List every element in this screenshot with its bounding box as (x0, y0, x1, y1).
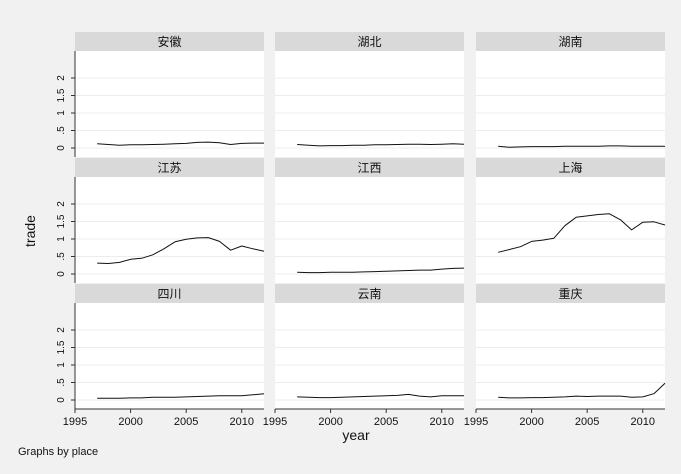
series-line (297, 393, 464, 399)
panel-strip (275, 32, 464, 51)
plot-area (75, 177, 264, 283)
y-tick-label: 1.5 (56, 340, 67, 354)
panel-title: 湖北 (357, 34, 381, 49)
x-tick-label: 2010 (631, 416, 655, 428)
x-tick-label: 1995 (464, 416, 488, 428)
plot-area (476, 303, 665, 409)
panel-strip (476, 284, 665, 303)
panel: 湖南 (476, 32, 665, 157)
x-tick-label: 2000 (519, 416, 543, 428)
panel-title: 云南 (357, 286, 381, 301)
y-tick-label: .5 (56, 378, 67, 387)
panel: 江苏 0 .5 1 1.5 2 (56, 158, 265, 283)
panel: 江西 (275, 158, 465, 283)
panel-title: 湖南 (558, 34, 582, 49)
panel-title: 安徽 (157, 34, 181, 49)
panel-strip (476, 32, 665, 51)
graphs-by-note: Graphs by place (18, 446, 99, 458)
plot-area (476, 51, 665, 157)
panel-title: 江苏 (157, 161, 181, 175)
y-axis-title: trade (22, 215, 38, 247)
series-line (97, 141, 264, 146)
x-tick-label: 2005 (174, 416, 198, 428)
panel-title: 江西 (357, 161, 381, 175)
panel-title: 重庆 (558, 287, 582, 301)
x-tick-label: 1995 (263, 416, 287, 428)
x-tick-label: 2010 (230, 416, 254, 428)
y-tick-label: .5 (56, 252, 67, 261)
series-line (498, 382, 666, 399)
y-tick-label: 1.5 (56, 88, 67, 102)
y-tick-label: 2 (56, 327, 67, 333)
y-tick-label: .5 (56, 126, 67, 135)
x-axis-title: year (342, 427, 370, 443)
panel: 四川 0 .5 1 1.5 2 1995 2000 2005 2010 (56, 284, 265, 428)
plot-area (275, 51, 464, 157)
x-tick-label: 2005 (575, 416, 599, 428)
panel: 湖北 (275, 32, 465, 157)
series-line (97, 237, 265, 264)
y-tick-label: 1 (56, 110, 67, 116)
y-tick-label: 0 (56, 397, 67, 403)
panel-strip (75, 284, 264, 303)
panel-strip (275, 284, 464, 303)
plot-area (275, 303, 464, 409)
y-tick-label: 0 (56, 271, 67, 277)
series-line (498, 213, 666, 253)
series-line (297, 267, 465, 274)
y-tick-label: 1 (56, 362, 67, 368)
panel-strip (75, 158, 264, 177)
panel-title: 上海 (558, 160, 582, 175)
series-line (498, 145, 665, 148)
x-tick-label: 2000 (318, 416, 342, 428)
y-tick-label: 2 (56, 201, 67, 207)
panel: 重庆 1995 2000 2005 2010 (464, 284, 666, 428)
panel-title: 四川 (157, 287, 181, 301)
panel: 安徽 0 .5 1 1.5 2 (56, 32, 264, 157)
plot-area (275, 177, 464, 283)
panel: 云南 1995 2000 2005 2010 (263, 284, 464, 428)
plot-area (75, 51, 264, 157)
x-tick-label: 2000 (118, 416, 142, 428)
series-line (297, 143, 465, 147)
panel-strip (476, 158, 665, 177)
y-tick-label: 1.5 (56, 214, 67, 228)
y-tick-label: 2 (56, 75, 67, 81)
panel: 上海 (476, 158, 666, 283)
y-tick-label: 1 (56, 236, 67, 242)
x-tick-label: 2005 (374, 416, 398, 428)
plot-area (476, 177, 665, 283)
panel-strip (275, 158, 464, 177)
x-tick-label: 1995 (63, 416, 87, 428)
series-line (97, 393, 265, 399)
x-tick-label: 2010 (430, 416, 454, 428)
panel-strip (75, 32, 264, 51)
plot-area (75, 303, 264, 409)
y-tick-label: 0 (56, 145, 67, 151)
